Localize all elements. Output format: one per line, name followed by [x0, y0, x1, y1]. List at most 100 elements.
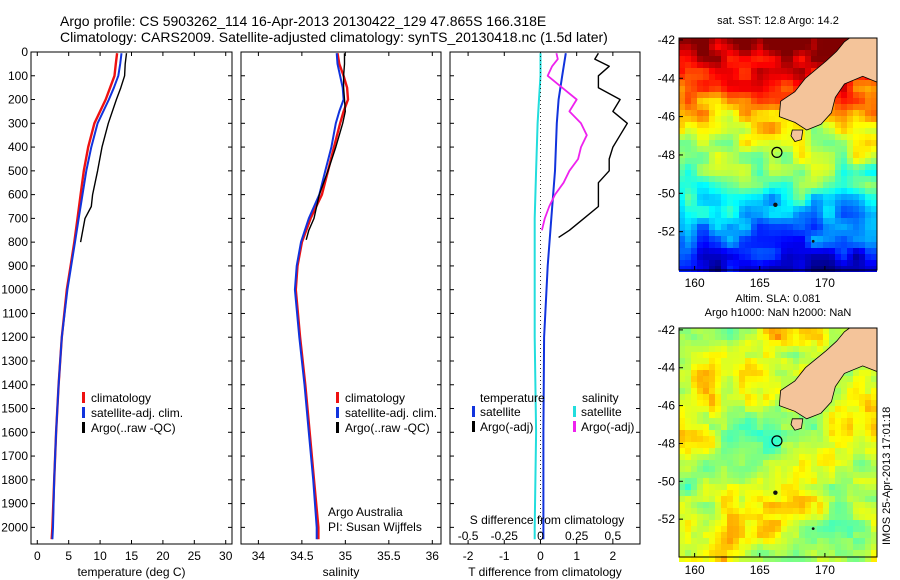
- heatmap-cell: [733, 544, 739, 550]
- heatmap-cell: [685, 224, 691, 230]
- heatmap-cell: [709, 376, 715, 382]
- heatmap-cell: [841, 328, 847, 334]
- heatmap-cell: [697, 532, 703, 538]
- x-tick-label: 165: [750, 276, 770, 290]
- heatmap-cell: [685, 430, 691, 436]
- heatmap-cell: [691, 436, 697, 442]
- heatmap-cell: [703, 394, 709, 400]
- heatmap-cell: [787, 460, 793, 466]
- heatmap-cell: [739, 182, 745, 188]
- y-tick-label: -46: [658, 110, 676, 124]
- heatmap-cell: [691, 182, 697, 188]
- heatmap-cell: [703, 254, 709, 260]
- heatmap-cell: [811, 496, 817, 502]
- top-tick-label: 0.25: [565, 529, 589, 543]
- heatmap-cell: [751, 182, 757, 188]
- heatmap-cell: [769, 508, 775, 514]
- heatmap-cell: [733, 556, 739, 562]
- heatmap-cell: [751, 50, 757, 56]
- heatmap-cell: [841, 520, 847, 526]
- heatmap-cell: [751, 334, 757, 340]
- heatmap-cell: [811, 176, 817, 182]
- heatmap-cell: [823, 550, 829, 556]
- heatmap-cell: [751, 424, 757, 430]
- heatmap-cell: [751, 164, 757, 170]
- heatmap-cell: [859, 466, 865, 472]
- map-frame: [678, 327, 878, 558]
- heatmap-cell: [715, 412, 721, 418]
- heatmap-cell: [787, 194, 793, 200]
- heatmap-cell: [739, 340, 745, 346]
- heatmap-cell: [871, 400, 877, 406]
- heatmap-cell: [703, 236, 709, 242]
- heatmap-cell: [787, 442, 793, 448]
- heatmap-cell: [871, 436, 877, 442]
- heatmap-cell: [685, 388, 691, 394]
- heatmap-cell: [775, 352, 781, 358]
- heatmap-cell: [775, 544, 781, 550]
- heatmap-cell: [787, 448, 793, 454]
- heatmap-cell: [859, 454, 865, 460]
- heatmap-cell: [679, 556, 685, 562]
- heatmap-cell: [823, 478, 829, 484]
- heatmap-cell: [817, 260, 823, 266]
- heatmap-cell: [841, 406, 847, 412]
- heatmap-cell: [697, 152, 703, 158]
- heatmap-cell: [817, 236, 823, 242]
- heatmap-cell: [775, 74, 781, 80]
- heatmap-cell: [763, 50, 769, 56]
- heatmap-cell: [751, 526, 757, 532]
- heatmap-cell: [685, 158, 691, 164]
- heatmap-cell: [817, 442, 823, 448]
- heatmap-cell: [757, 116, 763, 122]
- heatmap-cell: [763, 44, 769, 50]
- heatmap-cell: [715, 86, 721, 92]
- heatmap-cell: [799, 44, 805, 50]
- heatmap-cell: [829, 556, 835, 562]
- heatmap-cell: [715, 394, 721, 400]
- heatmap-cell: [787, 224, 793, 230]
- heatmap-cell: [781, 424, 787, 430]
- series-line: [79, 53, 128, 243]
- heatmap-cell: [811, 352, 817, 358]
- heatmap-cell: [871, 508, 877, 514]
- heatmap-cell: [715, 152, 721, 158]
- heatmap-cell: [709, 62, 715, 68]
- heatmap-cell: [859, 158, 865, 164]
- heatmap-cell: [871, 80, 877, 86]
- heatmap-cell: [835, 134, 841, 140]
- heatmap-cell: [703, 382, 709, 388]
- heatmap-cell: [787, 74, 793, 80]
- heatmap-cell: [787, 352, 793, 358]
- heatmap-cell: [871, 152, 877, 158]
- heatmap-cell: [817, 146, 823, 152]
- heatmap-cell: [679, 550, 685, 556]
- heatmap-cell: [787, 436, 793, 442]
- heatmap-cell: [787, 170, 793, 176]
- heatmap-cell: [703, 164, 709, 170]
- heatmap-cell: [859, 164, 865, 170]
- heatmap-cell: [817, 134, 823, 140]
- heatmap-cell: [691, 92, 697, 98]
- heatmap-cell: [703, 328, 709, 334]
- heatmap-cell: [775, 80, 781, 86]
- heatmap-cell: [709, 68, 715, 74]
- heatmap-cell: [835, 98, 841, 104]
- heatmap-cell: [859, 400, 865, 406]
- heatmap-cell: [679, 98, 685, 104]
- heatmap-cell: [823, 328, 829, 334]
- heatmap-cell: [679, 514, 685, 520]
- heatmap-cell: [853, 520, 859, 526]
- heatmap-cell: [841, 418, 847, 424]
- heatmap-cell: [691, 224, 697, 230]
- heatmap-cell: [817, 484, 823, 490]
- heatmap-cell: [859, 92, 865, 98]
- heatmap-cell: [733, 376, 739, 382]
- heatmap-cell: [841, 218, 847, 224]
- heatmap-cell: [697, 352, 703, 358]
- heatmap-cell: [757, 68, 763, 74]
- heatmap-cell: [811, 520, 817, 526]
- heatmap-cell: [775, 490, 781, 496]
- heatmap-cell: [715, 212, 721, 218]
- heatmap-cell: [835, 334, 841, 340]
